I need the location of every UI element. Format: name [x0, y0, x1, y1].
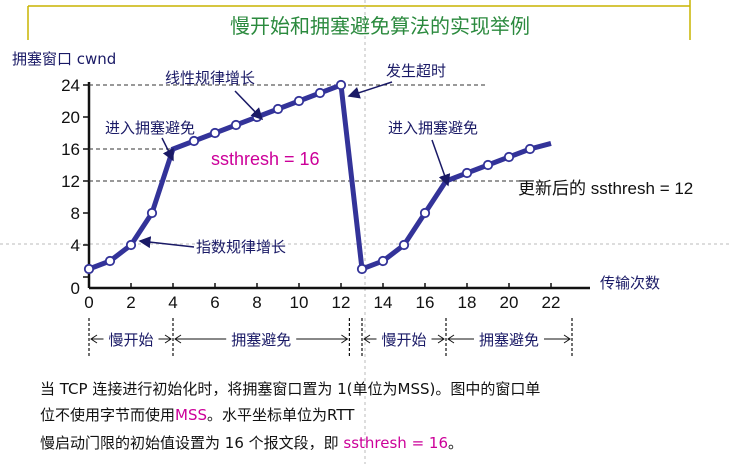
data-point: [398, 239, 410, 251]
annotation-exponential-growth: 指数规律增长: [196, 238, 286, 256]
x-tick-label: 8: [252, 293, 261, 312]
phase-arrow-right: [164, 334, 172, 344]
chart-title: 慢开始和拥塞避免算法的实现举例: [230, 14, 530, 38]
y-tick-label: 16: [61, 140, 80, 159]
phase-arrow-right: [341, 334, 349, 344]
phase-arrow-right: [437, 334, 445, 344]
y-tick-label: 20: [61, 108, 80, 127]
data-point: [125, 239, 137, 251]
data-point: [104, 255, 116, 267]
note-line-1: 当 TCP 连接进行初始化时，将拥塞窗口置为 1(单位为MSS)。图中的窗口单: [40, 378, 540, 399]
note-line-1-text: 当 TCP 连接进行初始化时，将拥塞窗口置为 1(单位为MSS)。图中的窗口单: [40, 380, 541, 398]
data-point: [314, 87, 326, 99]
data-point: [503, 151, 515, 163]
note-line-2-highlight: MSS: [175, 406, 208, 424]
x-tick-label: 2: [126, 293, 135, 312]
x-axis-label: 传输次数: [600, 274, 660, 292]
x-tick-label: 10: [290, 293, 309, 312]
phase-label: 慢开始: [108, 331, 153, 349]
data-point: [209, 127, 221, 139]
arrow-enter-ca-2: [431, 139, 451, 187]
data-point: [377, 255, 389, 267]
arrow-timeout: [347, 81, 393, 99]
annotation-timeout: 发生超时: [386, 62, 446, 80]
data-point: [188, 135, 200, 147]
annotation-ssthresh: ssthresh = 16: [211, 149, 320, 169]
annotation-new-ssthresh: 更新后的 ssthresh = 12: [518, 179, 693, 198]
phase-arrow-left: [447, 334, 455, 344]
phase-label: 拥塞避免: [231, 331, 291, 349]
phase-arrow-right: [563, 334, 571, 344]
y-axis-label: 拥塞窗口 cwnd: [12, 50, 116, 68]
x-tick-label: 6: [210, 293, 219, 312]
annotation-linear-growth: 线性规律增长: [165, 69, 255, 87]
data-point: [230, 119, 242, 131]
x-tick-label: 0: [84, 293, 93, 312]
y-tick-label: 4: [71, 236, 80, 255]
x-tick-label: 22: [542, 293, 561, 312]
phase-label-bg: [103, 328, 159, 350]
data-point: [272, 103, 284, 115]
y-tick-label: 12: [61, 172, 80, 191]
data-point: [524, 143, 536, 155]
y-tick-label: 24: [61, 76, 80, 95]
y-tick-label: 8: [71, 204, 80, 223]
note-line-3-highlight: ssthresh = 16: [343, 434, 449, 452]
annotation-enter-ca-1: 进入拥塞避免: [105, 119, 195, 137]
arrow-enter-ca-1: [161, 137, 174, 162]
note-line-3: 慢启动门限的初始值设置为 16 个报文段，即 ssthresh = 16。: [40, 432, 463, 453]
x-tick-label: 4: [168, 293, 177, 312]
phase-arrow-left: [90, 334, 98, 344]
phase-label: 拥塞避免: [479, 331, 539, 349]
phase-label-bg: [226, 328, 297, 350]
phase-label-bg: [376, 328, 432, 350]
phase-label-bg: [474, 328, 544, 350]
data-point: [482, 159, 494, 171]
annotation-enter-ca-2: 进入拥塞避免: [388, 119, 478, 137]
note-line-2: 位不使用字节而使用MSS。水平坐标单位为RTT: [40, 404, 354, 425]
arrow-linear-growth: [234, 90, 264, 121]
x-tick-label: 16: [416, 293, 435, 312]
arrow-exponential-growth: [138, 236, 195, 249]
data-point: [146, 207, 158, 219]
y-tick-label: 0: [71, 279, 80, 298]
data-point: [461, 167, 473, 179]
note-line-2-tail: 。水平坐标单位为RTT: [207, 406, 355, 424]
phase-arrow-left: [174, 334, 182, 344]
data-point: [293, 95, 305, 107]
x-tick-label: 12: [332, 293, 351, 312]
x-tick-label: 20: [500, 293, 519, 312]
x-tick-label: 18: [458, 293, 477, 312]
note-line-3-text: 慢启动门限的初始值设置为 16 个报文段，即: [40, 434, 344, 452]
phase-arrow-left: [363, 334, 371, 344]
phase-label: 慢开始: [381, 331, 426, 349]
x-tick-label: 14: [374, 293, 393, 312]
data-point: [335, 79, 347, 91]
note-line-2-text: 位不使用字节而使用: [40, 406, 176, 424]
data-point: [419, 207, 431, 219]
cwnd-series-line: [88, 81, 552, 273]
note-line-3-tail: 。: [448, 434, 464, 452]
data-point: [83, 263, 95, 275]
data-point: [356, 263, 368, 275]
